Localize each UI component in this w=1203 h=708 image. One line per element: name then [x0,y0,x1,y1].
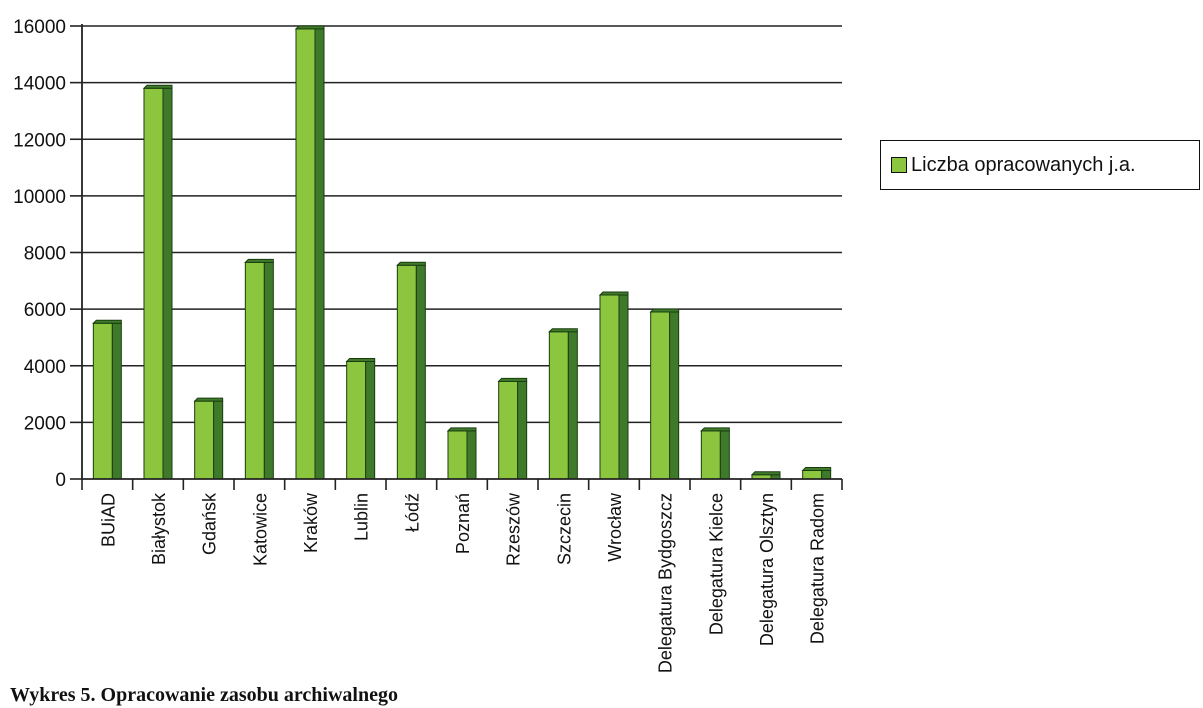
bar-top [750,471,781,476]
bar-top [598,291,629,296]
y-tick-label: 12000 [13,130,66,151]
bar [294,25,325,480]
axes [70,24,843,490]
bar-top [294,25,325,30]
bar-side [263,261,274,480]
y-tick-label: 8000 [24,244,66,265]
category-label: Łódź [402,493,422,532]
figure-caption: Wykres 5. Opracowanie zasobu archiwalneg… [10,684,398,706]
category-label: BUiAD [98,493,118,547]
bar [750,471,781,480]
bar [446,427,477,480]
bar [396,261,426,480]
bar-top [548,328,578,333]
bar-front [548,331,569,480]
gridlines [82,25,842,424]
bar-side [567,331,578,480]
bar-front [346,361,367,480]
bar-side [517,380,528,480]
bar [548,328,578,480]
bar-top [649,308,680,313]
bar-side [821,470,832,480]
x-tick-labels: BUiAD Białystok Gdańsk Katowice Kraków Lublin… [98,492,827,673]
bar [700,427,730,480]
bar-side [365,361,376,480]
bar-front [295,28,316,480]
bar [92,319,122,480]
bar-front [244,261,265,480]
category-label: Lublin [352,493,372,541]
y-tick-label: 14000 [13,74,66,95]
bar-top [497,377,528,382]
bar [598,291,629,480]
bar-front [700,430,721,480]
bar [244,258,274,480]
bar-front [143,87,164,480]
category-label: Gdańsk [200,492,220,555]
bar-side [618,294,629,480]
y-tick-label: 4000 [24,357,66,378]
category-label: Delegatura Olsztyn [757,493,777,646]
bar-front [92,322,113,480]
category-label: Delegatura Kielce [706,493,726,635]
bar-side [111,322,122,480]
y-tick-label: 0 [55,470,66,491]
bar-front [650,311,671,480]
category-label: Białystok [149,492,169,565]
category-label: Szczecin [554,493,574,565]
bar-side [314,28,325,480]
category-label: Delegatura Bydgoszcz [656,493,676,673]
bar [193,397,224,480]
bar-top [446,427,477,432]
bar-front [447,430,468,480]
bar [649,308,680,480]
bars [92,25,832,480]
category-label: Wrocław [605,492,625,562]
bar-side [162,87,173,480]
bar-top [396,261,426,266]
y-tick-label: 16000 [13,17,66,38]
bar-front [194,400,215,480]
bar-top [193,397,224,402]
y-tick-label: 6000 [24,300,66,321]
bar-side [669,311,680,480]
legend: Liczba opracowanych j.a. [880,140,1200,190]
bar [345,358,376,480]
bar-top [801,467,832,472]
bar-top [92,319,122,324]
bar-top [142,84,173,89]
y-tick-label: 10000 [13,187,66,208]
bar-front [802,470,823,480]
bar-front [396,264,417,480]
category-label: Kraków [301,492,321,553]
bar [142,84,173,480]
bar [497,377,528,480]
category-label: Rzeszów [504,492,524,566]
bar-side [466,430,477,480]
bar-front [599,294,620,480]
category-label: Delegatura Radom [808,493,828,644]
bar-side [719,430,730,480]
bar-front [498,380,519,480]
y-tick-labels: 0 2000 4000 6000 8000 10000 12000 14000 16000 [13,17,66,491]
bar-top [345,358,376,363]
bar-side [213,400,224,480]
legend-label: Liczba opracowanych j.a. [911,153,1136,176]
bar-top [700,427,730,432]
legend-swatch [891,157,907,173]
category-label: Poznań [453,493,473,554]
category-label: Katowice [250,493,270,566]
bar-top [244,258,274,263]
bar [801,467,832,480]
bar-side [415,264,426,480]
y-tick-label: 2000 [24,413,66,434]
